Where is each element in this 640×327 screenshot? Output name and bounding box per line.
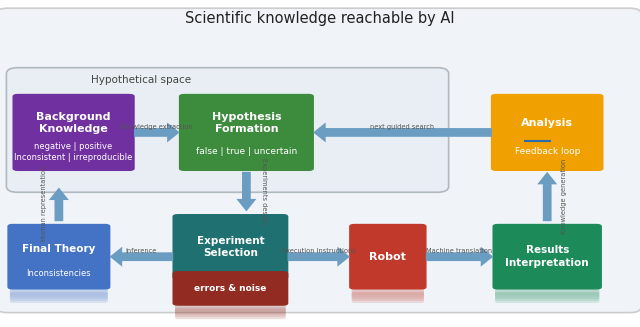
Text: Experiment
Selection: Experiment Selection <box>196 236 264 258</box>
FancyBboxPatch shape <box>175 308 285 319</box>
FancyBboxPatch shape <box>352 290 424 301</box>
Text: false | true | uncertain: false | true | uncertain <box>196 147 297 156</box>
Text: Inconsistencies: Inconsistencies <box>27 268 91 278</box>
FancyBboxPatch shape <box>352 292 424 303</box>
FancyBboxPatch shape <box>175 304 285 315</box>
FancyBboxPatch shape <box>493 224 602 290</box>
FancyBboxPatch shape <box>0 8 640 313</box>
FancyBboxPatch shape <box>175 279 285 289</box>
FancyBboxPatch shape <box>172 271 288 306</box>
FancyBboxPatch shape <box>349 224 427 290</box>
FancyBboxPatch shape <box>491 94 604 171</box>
Text: Robot: Robot <box>369 252 406 262</box>
Text: Hypothetical space: Hypothetical space <box>91 75 191 85</box>
FancyBboxPatch shape <box>13 94 135 171</box>
FancyBboxPatch shape <box>175 280 285 291</box>
Text: Background
Knowledge: Background Knowledge <box>36 112 111 134</box>
Text: Feedback loop: Feedback loop <box>515 147 580 156</box>
Text: next guided search: next guided search <box>371 124 435 129</box>
FancyBboxPatch shape <box>495 290 600 301</box>
Text: Knowledge generation: Knowledge generation <box>561 159 568 234</box>
FancyBboxPatch shape <box>352 286 424 297</box>
Text: Execution Instructions: Execution Instructions <box>282 248 356 254</box>
Text: Experiments design: Experiments design <box>260 158 267 224</box>
FancyBboxPatch shape <box>175 282 285 293</box>
Text: Knowledge extraction: Knowledge extraction <box>120 124 193 129</box>
Text: errors & noise: errors & noise <box>194 284 267 293</box>
FancyBboxPatch shape <box>175 277 285 287</box>
FancyBboxPatch shape <box>10 290 108 301</box>
Text: Machine translation: Machine translation <box>426 248 493 254</box>
FancyBboxPatch shape <box>495 288 600 299</box>
FancyBboxPatch shape <box>10 286 108 297</box>
Text: Inference: Inference <box>125 248 157 254</box>
Text: Results
Interpretation: Results Interpretation <box>506 246 589 268</box>
Text: Hypothesis
Formation: Hypothesis Formation <box>212 112 281 134</box>
FancyBboxPatch shape <box>179 94 314 171</box>
FancyBboxPatch shape <box>495 286 600 297</box>
FancyBboxPatch shape <box>175 306 285 317</box>
Text: Scientific knowledge reachable by AI: Scientific knowledge reachable by AI <box>185 11 455 26</box>
FancyBboxPatch shape <box>6 68 449 192</box>
FancyBboxPatch shape <box>10 292 108 303</box>
FancyBboxPatch shape <box>172 214 288 280</box>
Text: Analysis: Analysis <box>521 118 573 128</box>
FancyBboxPatch shape <box>352 288 424 299</box>
Text: Final Theory: Final Theory <box>22 244 95 254</box>
FancyBboxPatch shape <box>10 288 108 299</box>
FancyBboxPatch shape <box>175 302 285 313</box>
FancyBboxPatch shape <box>8 224 110 290</box>
Text: negative | positive
Inconsistent | irreproducible: negative | positive Inconsistent | irrep… <box>15 142 132 162</box>
Text: Human representation: Human representation <box>40 166 47 241</box>
FancyBboxPatch shape <box>495 292 600 303</box>
